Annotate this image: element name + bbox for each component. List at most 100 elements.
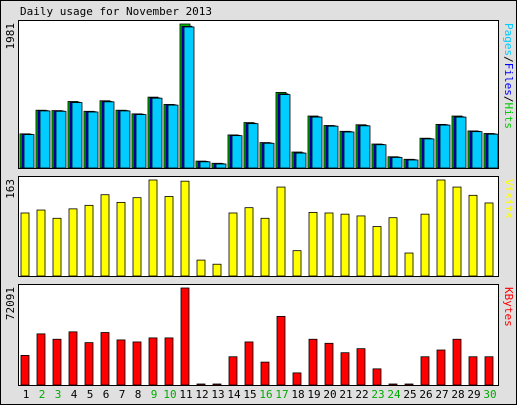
series-label-part: KBytes [502,287,515,327]
bar-pages-day-8 [135,114,147,169]
bar-kbytes-day-19 [308,338,318,386]
bar-kbytes-day-10 [164,337,174,386]
bar-pages-day-15 [247,123,259,169]
bar-visits-day-23 [372,226,382,277]
bar-pages-day-10 [167,104,179,169]
bar-visits-day-27 [436,179,446,277]
bar-kbytes-day-12 [196,383,206,386]
x-tick-label: 25 [403,388,416,401]
bar-visits-day-15 [244,207,254,277]
x-tick-label: 18 [291,388,304,401]
bar-kbytes-day-9 [148,337,158,386]
panel-frame-hits-files-pages [18,20,499,169]
bar-pages-day-29 [471,131,483,169]
bar-pages-day-27 [439,124,451,169]
bar-pages-day-1 [23,134,35,169]
bar-visits-day-3 [52,217,62,277]
bar-visits-day-12 [196,259,206,277]
bar-visits-day-9 [148,179,158,277]
bar-pages-day-16 [263,142,275,169]
bar-pages-day-7 [119,110,131,169]
bar-kbytes-day-3 [52,338,62,386]
bar-pages-day-19 [311,116,323,169]
bar-pages-day-25 [407,159,419,169]
x-tick-label: 3 [55,388,62,401]
bar-kbytes-day-16 [260,361,270,386]
y-max-label-visits: 163 [4,179,17,199]
bar-kbytes-day-27 [436,349,446,386]
x-tick-label: 7 [119,388,126,401]
x-tick-label: 15 [243,388,256,401]
series-label-visits: Visits [502,179,515,219]
bar-kbytes-day-20 [324,342,334,386]
bar-visits-day-1 [20,212,30,277]
series-label-part: Pages [502,23,515,56]
bar-pages-day-4 [71,102,83,169]
bar-pages-day-23 [375,144,387,169]
bar-kbytes-day-25 [404,383,414,386]
bar-kbytes-day-18 [292,372,302,386]
bar-kbytes-day-8 [132,341,142,386]
bar-visits-day-5 [84,204,94,277]
bar-kbytes-day-1 [20,354,30,386]
bar-visits-day-24 [388,217,398,277]
bar-kbytes-day-13 [212,383,222,386]
bar-kbytes-day-24 [388,383,398,386]
y-max-label-hits-files-pages: 1981 [4,23,17,50]
bar-visits-day-19 [308,211,318,277]
bar-pages-day-20 [327,125,339,169]
bar-visits-day-29 [468,194,478,277]
bar-kbytes-day-2 [36,333,46,386]
bar-pages-day-22 [359,125,371,169]
bar-kbytes-day-5 [84,342,94,386]
bar-pages-day-28 [455,116,467,169]
bar-pages-day-5 [87,111,99,169]
bar-pages-day-13 [215,163,227,169]
x-tick-label: 19 [307,388,320,401]
bar-kbytes-day-23 [372,368,382,386]
bar-visits-day-2 [36,209,46,277]
x-tick-label: 5 [87,388,94,401]
bar-kbytes-day-4 [68,331,78,386]
series-label-hits-files-pages: Pages/Files/Hits [502,23,515,129]
panel-frame-kbytes [18,284,499,386]
x-tick-label: 29 [467,388,480,401]
bar-kbytes-day-28 [452,338,462,386]
y-max-label-kbytes: 72091 [4,287,17,320]
bar-pages-day-12 [199,161,211,169]
chart-title: Daily usage for November 2013 [20,5,212,18]
x-tick-label: 27 [435,388,448,401]
bar-pages-day-26 [423,138,435,169]
bar-pages-day-9 [151,97,163,169]
bar-kbytes-day-11 [180,287,190,386]
x-tick-label: 8 [135,388,142,401]
x-tick-label: 26 [419,388,432,401]
x-tick-label: 10 [163,388,176,401]
bar-pages-day-2 [39,110,51,169]
bar-pages-day-3 [55,110,67,169]
bar-pages-day-18 [295,152,307,169]
bar-kbytes-day-29 [468,356,478,386]
bar-visits-day-6 [100,194,110,277]
bar-visits-day-20 [324,212,334,277]
x-tick-label: 21 [339,388,352,401]
x-tick-label: 23 [371,388,384,401]
x-tick-label: 2 [39,388,46,401]
bar-visits-day-21 [340,213,350,277]
bar-pages-day-21 [343,131,355,169]
x-tick-label: 12 [195,388,208,401]
x-tick-label: 14 [227,388,241,401]
bar-kbytes-day-14 [228,356,238,386]
bar-visits-day-26 [420,213,430,277]
bar-kbytes-day-7 [116,339,126,386]
x-tick-label: 4 [71,388,78,401]
x-tick-label: 17 [275,388,288,401]
series-label-kbytes: KBytes [502,287,515,327]
x-tick-label: 11 [179,388,192,401]
series-label-part: Visits [502,179,515,219]
bar-kbytes-day-30 [484,356,494,386]
bar-visits-day-16 [260,217,270,277]
series-label-part: Files [502,63,515,96]
